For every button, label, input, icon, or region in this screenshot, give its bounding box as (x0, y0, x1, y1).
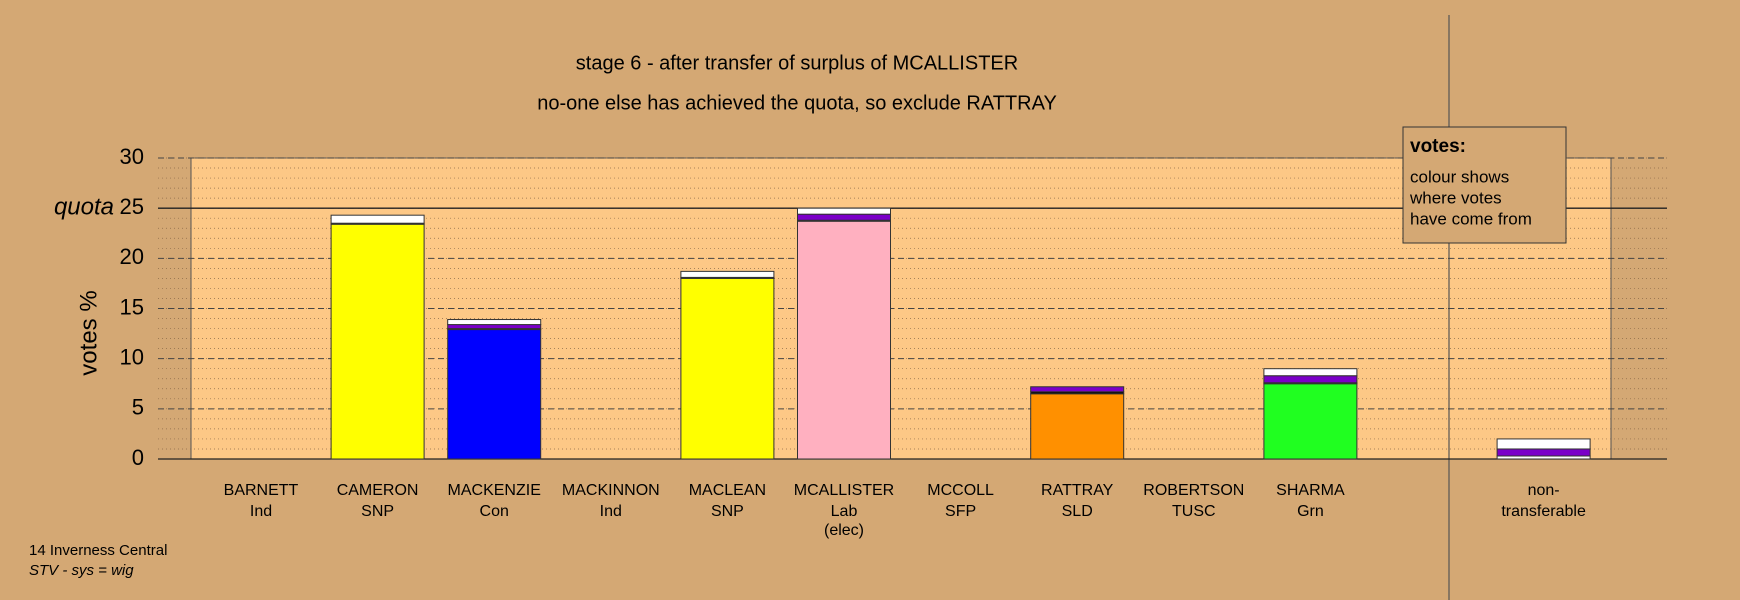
bar-segment (797, 213, 891, 221)
chart-title: stage 6 - after transfer of surplus of M… (576, 52, 1018, 74)
bar-segment (1496, 438, 1591, 450)
quota-label: quota (54, 194, 114, 221)
y-axis-label: votes % (75, 290, 102, 375)
legend-line: colour shows (1410, 167, 1509, 186)
legend-title: votes: (1410, 136, 1466, 157)
bar-segment (447, 319, 542, 326)
legend-box (1402, 126, 1567, 244)
bar-segment (330, 223, 425, 460)
bar-segment (1263, 368, 1358, 377)
x-tick-label: SHARMA (1276, 482, 1345, 499)
footer-constituency: 14 Inverness Central (29, 542, 167, 559)
legend: votes: colour shows where votes have com… (1402, 126, 1567, 244)
y-tick-label: 5 (132, 395, 144, 420)
bar-segment (330, 214, 425, 224)
bar-segment (797, 220, 891, 460)
bar-segment (680, 270, 775, 278)
x-tick-label: MACKINNON (562, 482, 660, 499)
party-label: TUSC (1172, 503, 1216, 520)
x-tick-label: MCALLISTER (794, 482, 894, 499)
x-tick-label: BARNETT (224, 482, 299, 499)
x-tick-label: non- (1528, 482, 1560, 499)
party-label: Ind (600, 503, 622, 520)
bar-segment (1030, 386, 1125, 393)
x-tick-label: MCCOLL (927, 482, 994, 499)
x-tick-label: CAMERON (337, 482, 419, 499)
chart-subtitle: no-one else has achieved the quota, so e… (537, 92, 1057, 114)
party-label: SNP (711, 503, 744, 520)
y-tick-label: 15 (120, 294, 144, 319)
party-label: Grn (1297, 503, 1324, 520)
x-tick-label: ROBERTSON (1143, 482, 1244, 499)
bar-segment (1263, 375, 1358, 384)
x-tick-label: MACKENZIE (448, 482, 541, 499)
y-tick-label: 10 (120, 344, 144, 369)
legend-line: where votes (1409, 188, 1502, 207)
legend-line: have come from (1410, 209, 1532, 228)
party-label: SLD (1062, 503, 1093, 520)
y-tick-label: 30 (120, 144, 144, 169)
party-label: transferable (1501, 503, 1586, 520)
x-tick-label: MACLEAN (689, 482, 766, 499)
footer-system: STV - sys = wig (29, 562, 134, 579)
bar-segment (797, 207, 891, 215)
bar-segment (447, 324, 542, 330)
x-tick-label: RATTRAY (1041, 482, 1114, 499)
bar-segment (1263, 383, 1358, 460)
bar-segment (1496, 448, 1591, 457)
bar-segment (680, 277, 775, 460)
y-tick-label: 25 (120, 194, 144, 219)
party-label: SNP (361, 503, 394, 520)
bar-segment (1030, 393, 1125, 460)
y-tick-label: 0 (132, 445, 144, 470)
party-label: Con (480, 503, 509, 520)
category-note: (elec) (824, 522, 864, 539)
party-label: Lab (831, 503, 858, 520)
y-tick-label: 20 (120, 244, 144, 269)
party-label: Ind (250, 503, 272, 520)
party-label: SFP (945, 503, 976, 520)
bar-segment (447, 329, 542, 460)
